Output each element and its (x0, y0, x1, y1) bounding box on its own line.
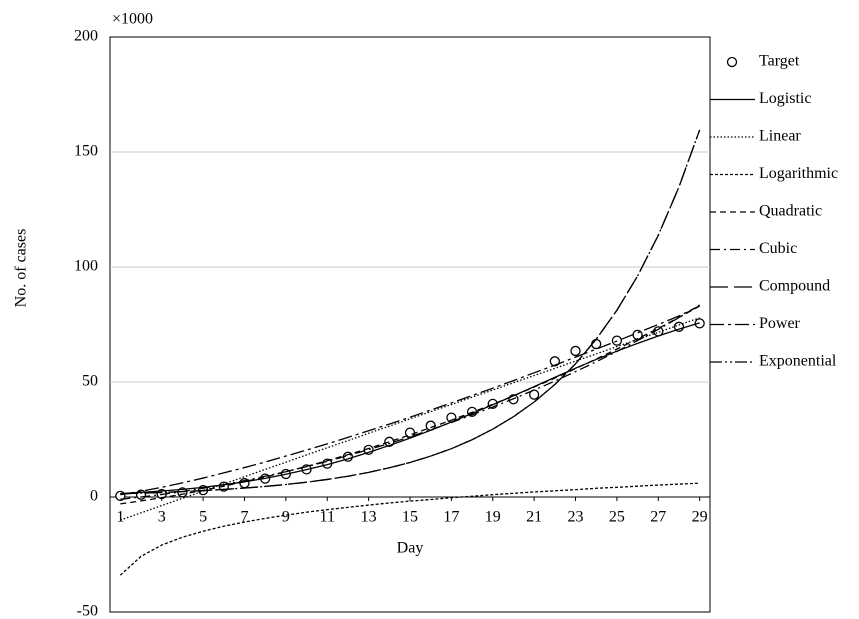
plot-frame (109, 36, 711, 613)
legend-label: Linear (759, 128, 801, 145)
model-line (120, 129, 701, 495)
y-tick-label: 150 (74, 143, 98, 160)
y-tick-label: 0 (90, 488, 98, 505)
legend-label: Quadratic (759, 203, 822, 220)
model-line (120, 305, 700, 496)
x-tick-label: 11 (320, 509, 335, 526)
x-tick-label: 3 (158, 509, 166, 526)
y-axis-label: No. of cases (13, 229, 30, 308)
x-tick-label: 29 (692, 509, 708, 526)
x-tick-label: 25 (609, 509, 625, 526)
model-line (120, 317, 700, 521)
y-tick-label: 50 (82, 373, 98, 390)
x-tick-label: 5 (199, 509, 207, 526)
target-point (404, 427, 416, 438)
legend-label: Cubic (759, 240, 797, 257)
x-tick-label: 21 (526, 509, 542, 526)
model-line (120, 129, 701, 495)
legend-marker (726, 56, 738, 68)
y-tick-label: -50 (77, 603, 98, 619)
x-axis-label: Day (397, 540, 424, 557)
x-tick-label: 7 (240, 509, 248, 526)
x-tick-label: 15 (402, 509, 418, 526)
x-tick-label: 23 (568, 509, 584, 526)
legend-label: Exponential (759, 353, 837, 370)
scale-annotation: ×1000 (112, 11, 153, 28)
legend-label: Logistic (759, 90, 811, 107)
x-tick-label: 13 (361, 509, 377, 526)
legend-label: Power (759, 315, 801, 332)
x-tick-label: 1 (116, 509, 124, 526)
y-tick-label: 100 (74, 258, 98, 275)
y-tick-label: 200 (74, 28, 98, 45)
model-line (120, 304, 700, 500)
model-line (120, 322, 700, 495)
legend-label: Target (759, 53, 800, 70)
x-tick-label: 27 (650, 509, 666, 526)
target-point (632, 329, 643, 341)
x-tick-label: 17 (443, 509, 459, 526)
model-line (120, 305, 700, 505)
x-tick-label: 19 (485, 509, 501, 526)
target-point (570, 345, 581, 357)
legend-label: Logarithmic (759, 165, 838, 182)
x-tick-label: 9 (282, 509, 290, 526)
legend-label: Compound (759, 278, 830, 295)
